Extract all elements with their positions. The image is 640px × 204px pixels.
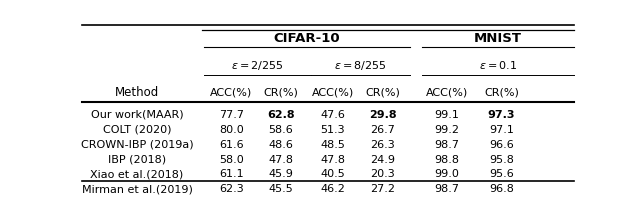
Text: 98.7: 98.7 (435, 184, 460, 194)
Text: IBP (2018): IBP (2018) (108, 155, 166, 165)
Text: 29.8: 29.8 (369, 110, 396, 120)
Text: 51.3: 51.3 (321, 125, 345, 135)
Text: 47.6: 47.6 (321, 110, 346, 120)
Text: 77.7: 77.7 (219, 110, 244, 120)
Text: ACC(%): ACC(%) (210, 87, 252, 97)
Text: 96.6: 96.6 (489, 140, 514, 150)
Text: 45.9: 45.9 (268, 170, 293, 180)
Text: COLT (2020): COLT (2020) (103, 125, 172, 135)
Text: 99.2: 99.2 (435, 125, 460, 135)
Text: 47.8: 47.8 (321, 155, 346, 165)
Text: 96.8: 96.8 (489, 184, 514, 194)
Text: 58.6: 58.6 (269, 125, 293, 135)
Text: CR(%): CR(%) (365, 87, 400, 97)
Text: 40.5: 40.5 (321, 170, 346, 180)
Text: Mirman et al.(2019): Mirman et al.(2019) (82, 184, 193, 194)
Text: 47.8: 47.8 (268, 155, 293, 165)
Text: CR(%): CR(%) (264, 87, 298, 97)
Text: 80.0: 80.0 (219, 125, 244, 135)
Text: Method: Method (115, 85, 159, 99)
Text: 97.3: 97.3 (488, 110, 515, 120)
Text: 58.0: 58.0 (219, 155, 244, 165)
Text: 48.5: 48.5 (321, 140, 346, 150)
Text: 61.1: 61.1 (219, 170, 244, 180)
Text: $\epsilon = 8/255$: $\epsilon = 8/255$ (334, 59, 387, 72)
Text: ACC(%): ACC(%) (426, 87, 468, 97)
Text: $\epsilon = 0.1$: $\epsilon = 0.1$ (479, 59, 517, 71)
Text: ACC(%): ACC(%) (312, 87, 354, 97)
Text: Xiao et al.(2018): Xiao et al.(2018) (90, 170, 184, 180)
Text: 48.6: 48.6 (268, 140, 293, 150)
Text: 27.2: 27.2 (370, 184, 395, 194)
Text: 99.1: 99.1 (435, 110, 460, 120)
Text: CR(%): CR(%) (484, 87, 519, 97)
Text: 26.7: 26.7 (370, 125, 395, 135)
Text: 24.9: 24.9 (370, 155, 395, 165)
Text: 99.0: 99.0 (435, 170, 460, 180)
Text: 62.3: 62.3 (219, 184, 244, 194)
Text: 26.3: 26.3 (370, 140, 395, 150)
Text: 98.7: 98.7 (435, 140, 460, 150)
Text: $\epsilon = 2/255$: $\epsilon = 2/255$ (231, 59, 284, 72)
Text: CROWN-IBP (2019a): CROWN-IBP (2019a) (81, 140, 193, 150)
Text: 61.6: 61.6 (219, 140, 244, 150)
Text: 97.1: 97.1 (489, 125, 514, 135)
Text: 95.8: 95.8 (489, 155, 514, 165)
Text: 62.8: 62.8 (267, 110, 294, 120)
Text: 45.5: 45.5 (269, 184, 293, 194)
Text: Our work(MAAR): Our work(MAAR) (91, 110, 183, 120)
Text: MNIST: MNIST (474, 32, 522, 45)
Text: CIFAR-10: CIFAR-10 (274, 32, 340, 45)
Text: 95.6: 95.6 (489, 170, 514, 180)
Text: 20.3: 20.3 (370, 170, 395, 180)
Text: 46.2: 46.2 (321, 184, 346, 194)
Text: 98.8: 98.8 (435, 155, 460, 165)
